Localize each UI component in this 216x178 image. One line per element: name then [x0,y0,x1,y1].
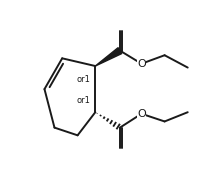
Text: O: O [137,59,146,69]
Text: or1: or1 [76,75,90,84]
Text: or1: or1 [76,96,90,105]
Polygon shape [95,48,122,66]
Text: O: O [137,109,146,119]
